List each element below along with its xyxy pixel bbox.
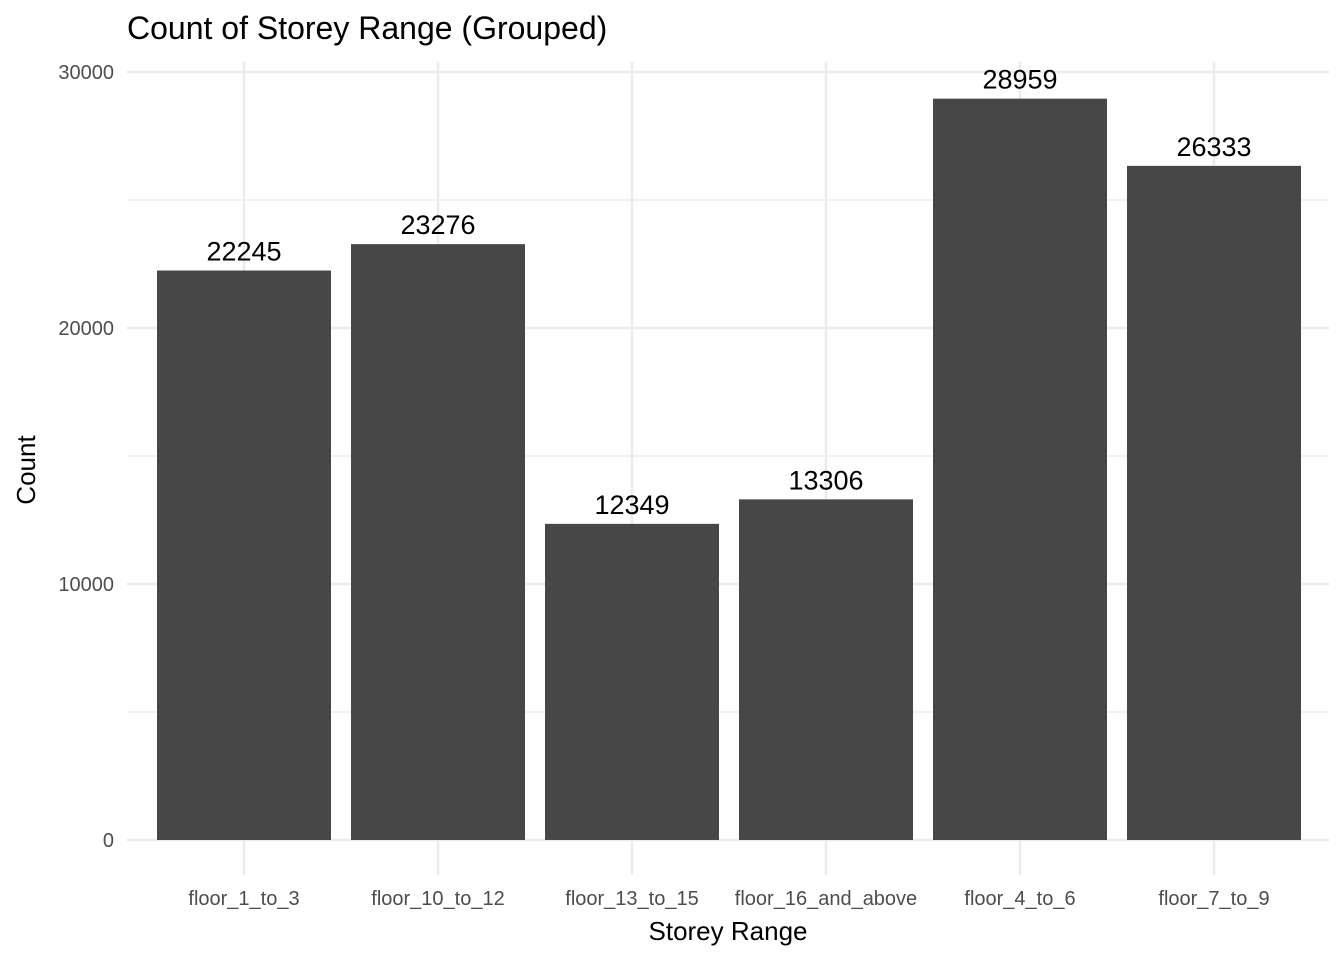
x-axis-title: Storey Range bbox=[649, 916, 808, 946]
y-tick-label: 30000 bbox=[58, 62, 114, 84]
data-label-floor_1_to_3: 22245 bbox=[206, 237, 281, 267]
bar-floor_13_to_15 bbox=[545, 523, 719, 840]
x-tick-label-floor_13_to_15: floor_13_to_15 bbox=[565, 888, 698, 910]
data-label-floor_7_to_9: 26333 bbox=[1176, 132, 1251, 162]
bars bbox=[157, 98, 1301, 841]
x-tick-label-floor_16_and_above: floor_16_and_above bbox=[735, 888, 917, 910]
y-axis-title: Count bbox=[11, 435, 41, 505]
y-tick-label: 10000 bbox=[58, 574, 114, 596]
x-tick-label-floor_7_to_9: floor_7_to_9 bbox=[1158, 888, 1269, 910]
y-tick-label: 0 bbox=[103, 830, 114, 852]
data-label-floor_10_to_12: 23276 bbox=[400, 210, 475, 240]
bar-floor_4_to_6 bbox=[933, 98, 1107, 840]
data-labels: 22245 23276 12349 13306 28959 26333 bbox=[206, 65, 1251, 520]
bar-floor_10_to_12 bbox=[351, 244, 525, 840]
x-tick-label-floor_4_to_6: floor_4_to_6 bbox=[964, 888, 1075, 910]
x-tick-label-floor_1_to_3: floor_1_to_3 bbox=[188, 888, 299, 910]
y-tick-labels: 0 10000 20000 30000 bbox=[58, 62, 114, 852]
data-label-floor_13_to_15: 12349 bbox=[594, 490, 669, 520]
bar-floor_16_and_above bbox=[739, 499, 913, 840]
bar-floor_7_to_9 bbox=[1127, 165, 1301, 841]
bar-floor_1_to_3 bbox=[157, 270, 331, 840]
y-tick-label: 20000 bbox=[58, 318, 114, 340]
x-tick-labels: floor_1_to_3 floor_10_to_12 floor_13_to_15… bbox=[188, 888, 1269, 910]
data-label-floor_4_to_6: 28959 bbox=[982, 65, 1057, 95]
chart-title: Count of Storey Range (Grouped) bbox=[127, 10, 607, 46]
x-tick-label-floor_10_to_12: floor_10_to_12 bbox=[371, 888, 504, 910]
data-label-floor_16_and_above: 13306 bbox=[788, 465, 863, 495]
